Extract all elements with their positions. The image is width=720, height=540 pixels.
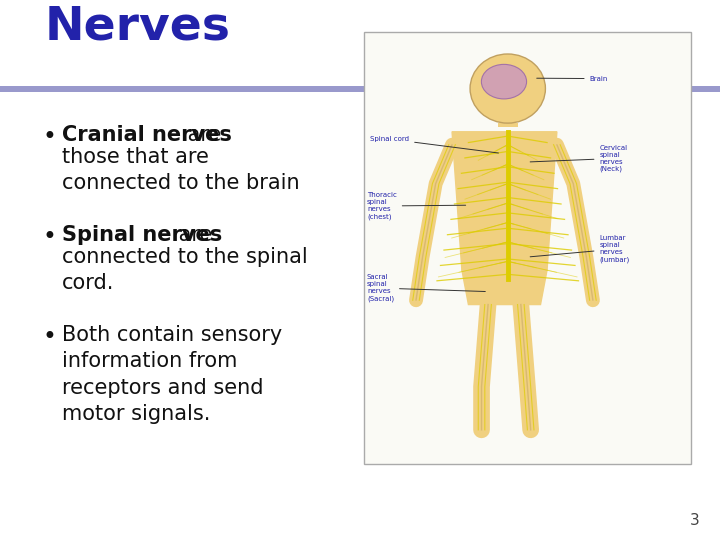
Text: •: • [42, 225, 56, 249]
Text: Spinal nerves: Spinal nerves [62, 225, 222, 245]
Bar [364, 32, 691, 464]
Text: Both contain sensory
information from
receptors and send
motor signals.: Both contain sensory information from re… [62, 325, 282, 424]
Text: Lumbar
spinal
nerves
(lumbar): Lumbar spinal nerves (lumbar) [530, 235, 630, 263]
Text: •: • [42, 125, 56, 149]
Ellipse shape [482, 64, 526, 99]
Text: Cervical
spinal
nerves
(Neck): Cervical spinal nerves (Neck) [530, 145, 628, 172]
Text: Thoracic
spinal
nerves
(chest): Thoracic spinal nerves (chest) [367, 192, 466, 220]
Bar [0, 86, 720, 92]
Text: Sacral
spinal
nerves
(Sacral): Sacral spinal nerves (Sacral) [367, 274, 485, 302]
Text: Nerves: Nerves [45, 5, 231, 50]
Text: are: are [173, 225, 213, 245]
Text: Cranial nerves: Cranial nerves [62, 125, 232, 145]
Text: 3: 3 [690, 513, 700, 528]
Text: Brain: Brain [536, 76, 608, 82]
Bar [498, 123, 518, 127]
Text: are: are [181, 125, 221, 145]
Ellipse shape [470, 54, 546, 123]
Text: Spinal cord: Spinal cord [370, 136, 498, 153]
Text: •: • [42, 325, 56, 349]
Text: those that are
connected to the brain: those that are connected to the brain [62, 147, 300, 193]
Polygon shape [462, 270, 547, 305]
Polygon shape [452, 132, 557, 270]
Text: connected to the spinal
cord.: connected to the spinal cord. [62, 247, 307, 293]
